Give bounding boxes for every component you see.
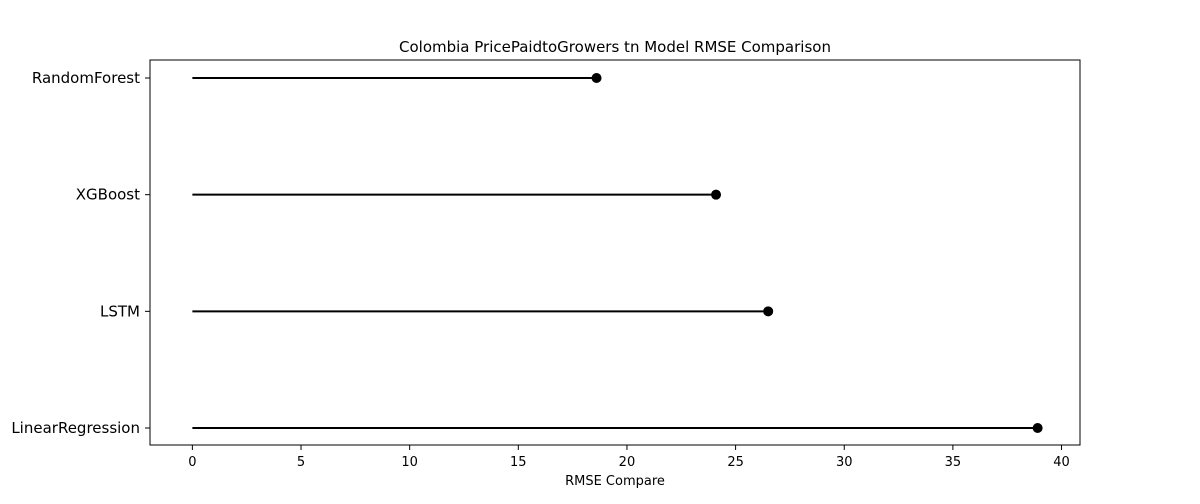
x-tick-label: 5 <box>297 455 305 470</box>
category-label: LinearRegression <box>11 419 140 437</box>
x-tick-label: 30 <box>836 455 853 470</box>
lollipop-marker <box>763 306 774 317</box>
x-tick-label: 40 <box>1053 455 1070 470</box>
x-axis: 0 5 10 15 20 25 30 35 40 <box>188 445 1070 470</box>
lollipop-marker <box>591 73 602 83</box>
category-label: LSTM <box>100 302 140 320</box>
x-tick-label: 20 <box>619 455 636 470</box>
x-tick-label: 35 <box>945 455 962 470</box>
lollipop-marker <box>711 189 722 200</box>
x-axis-label: RMSE Compare <box>565 474 665 489</box>
plot-area-frame <box>149 59 1081 446</box>
x-tick-label: 10 <box>401 455 418 470</box>
category-label: XGBoost <box>76 186 140 204</box>
x-tick-label: 25 <box>727 455 744 470</box>
x-tick-label: 15 <box>510 455 527 470</box>
x-tick-label: 0 <box>188 455 196 470</box>
lollipop-marker <box>1032 423 1043 433</box>
category-label: RandomForest <box>32 69 140 87</box>
y-axis: RandomForest XGBoost LSTM LinearRegression <box>11 69 150 437</box>
chart-title: Colombia PricePaidtoGrowers tn Model RMS… <box>399 38 831 56</box>
lollipop-marks <box>192 73 1043 433</box>
